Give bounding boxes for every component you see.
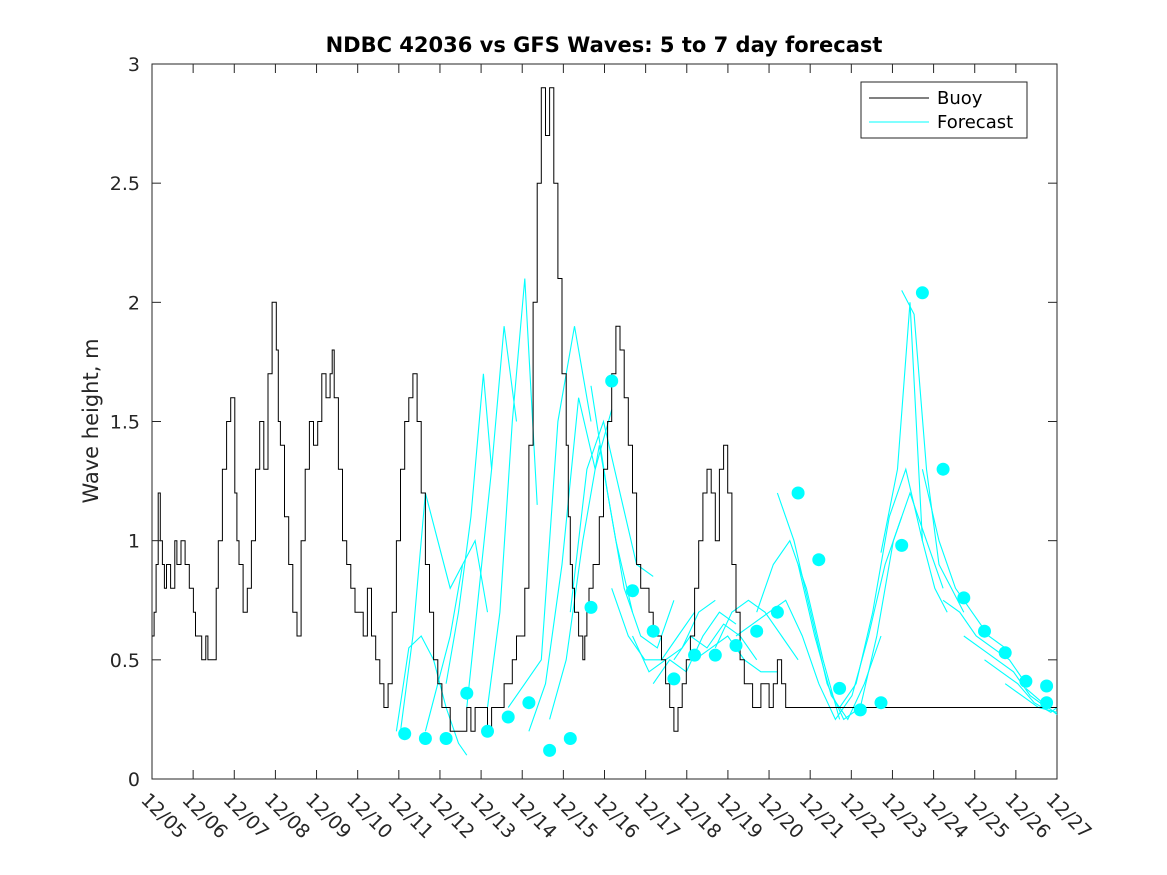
forecast-marker	[460, 686, 474, 700]
x-tick-label: 12/05	[136, 789, 190, 843]
forecast-line	[590, 385, 675, 649]
legend-buoy-label: Buoy	[937, 88, 983, 109]
x-tick-label: 12/18	[671, 789, 725, 843]
legend-box	[860, 81, 1028, 139]
forecast-line	[466, 326, 518, 708]
forecast-line	[507, 326, 592, 708]
forecast-line	[611, 588, 696, 661]
x-tick-label: 12/27	[1041, 789, 1095, 843]
forecast-marker	[1040, 679, 1054, 693]
forecast-marker	[936, 462, 950, 476]
forecast-marker	[812, 553, 826, 567]
plot-area	[151, 63, 1058, 780]
forecast-line	[486, 278, 538, 708]
buoy-line	[152, 87, 1057, 732]
forecast-line	[963, 635, 1047, 708]
forecast-marker	[605, 374, 619, 388]
x-tick-label: 12/12	[424, 789, 478, 843]
x-tick-label: 12/19	[712, 789, 766, 843]
forecast-line	[839, 467, 923, 708]
legend: Buoy Forecast	[860, 81, 1028, 139]
forecast-line	[632, 599, 716, 673]
x-tick-label: 12/17	[630, 789, 684, 843]
forecast-line	[859, 491, 944, 708]
forecast-marker	[522, 696, 536, 710]
y-tick-label: 1.5	[110, 412, 140, 434]
forecast-marker	[750, 624, 764, 638]
forecast-line	[569, 419, 654, 613]
x-tick-label: 12/26	[1000, 789, 1054, 843]
x-tick-label: 12/24	[918, 789, 972, 843]
forecast-marker	[915, 286, 929, 300]
x-tick-label: 12/20	[754, 789, 808, 843]
forecast-marker	[874, 696, 888, 710]
forecast-marker	[978, 624, 991, 638]
buoy-series	[152, 87, 1057, 732]
y-tick-label: 1	[128, 531, 140, 553]
forecast-marker	[833, 681, 847, 695]
forecast-marker	[708, 648, 722, 662]
forecast-marker	[418, 732, 432, 745]
forecast-line	[445, 373, 493, 684]
forecast-marker	[688, 648, 702, 662]
x-tick-label: 12/25	[959, 789, 1013, 843]
forecast-line	[942, 599, 1027, 685]
y-tick-label: 2	[128, 292, 140, 314]
x-tick-label: 12/22	[836, 789, 890, 843]
x-tick-label: 12/11	[383, 789, 437, 843]
forecast-marker	[667, 672, 681, 686]
chart-title: NDBC 42036 vs GFS Waves: 5 to 7 day fore…	[326, 33, 883, 57]
forecast-line	[424, 539, 489, 732]
forecast-marker	[998, 646, 1012, 660]
forecast-marker	[791, 486, 805, 500]
x-tick-label: 12/14	[507, 789, 561, 843]
forecast-marker	[439, 732, 453, 745]
x-tick-label: 12/06	[178, 789, 232, 843]
x-tick-label: 12/07	[219, 789, 273, 843]
forecast-marker	[957, 591, 971, 605]
x-tick-label: 12/15	[548, 789, 602, 843]
forecast-line	[399, 492, 464, 732]
y-tick-label: 3	[128, 54, 140, 76]
x-tick-label: 12/13	[466, 789, 520, 843]
forecast-markers	[398, 286, 1054, 757]
x-tick-label: 12/23	[877, 789, 931, 843]
y-tick-label: 0	[128, 769, 140, 791]
forecast-marker	[853, 703, 867, 717]
forecast-marker	[398, 727, 412, 741]
legend-forecast-label: Forecast	[937, 112, 1013, 133]
forecast-line	[1004, 683, 1058, 713]
forecast-marker	[563, 732, 577, 745]
x-tick-label: 12/21	[795, 789, 849, 843]
forecast-line	[528, 397, 613, 732]
y-axis-label: Wave height, m	[79, 338, 103, 503]
forecast-line	[714, 599, 799, 661]
forecast-marker	[770, 605, 784, 619]
x-tick-label: 12/10	[342, 789, 396, 843]
y-tick-label: 2.5	[110, 173, 140, 195]
y-tick-label: 0.5	[110, 650, 140, 672]
x-tick-label: 12/08	[260, 789, 314, 843]
forecast-marker	[584, 600, 598, 614]
x-tick-label: 12/16	[589, 789, 643, 843]
forecast-marker	[626, 584, 639, 598]
forecast-marker	[1040, 696, 1054, 710]
forecast-line	[673, 623, 758, 661]
forecast-marker	[543, 743, 557, 757]
x-tick-label: 12/09	[301, 789, 355, 843]
forecast-marker	[481, 724, 494, 738]
forecast-marker	[1019, 674, 1033, 688]
forecast-marker	[729, 639, 743, 652]
forecast-marker	[646, 624, 660, 638]
forecast-line	[901, 290, 965, 613]
forecast-line	[549, 445, 634, 720]
forecast-marker	[501, 710, 515, 724]
forecast-line	[880, 302, 948, 613]
y-axis: 0 0.5 1 1.5 2 2.5 3	[110, 54, 1057, 791]
forecast-marker	[895, 538, 909, 552]
plot-frame	[151, 63, 1058, 780]
